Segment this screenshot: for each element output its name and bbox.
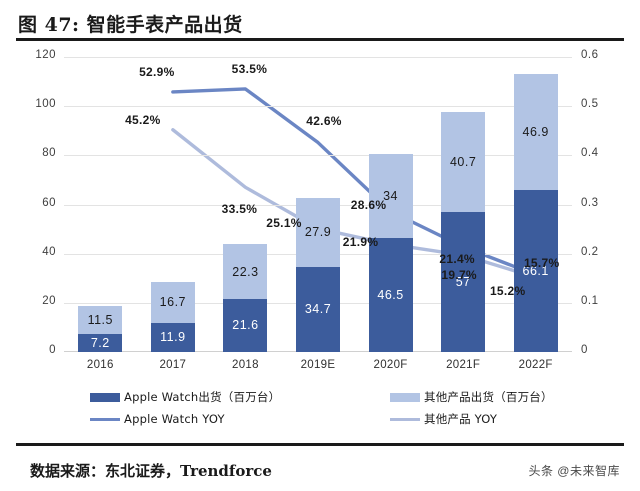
x-axis-tick: 2017 xyxy=(159,359,187,371)
watermark-text: 头条 @未来智库 xyxy=(528,463,620,478)
y-axis-tick-right: 0.3 xyxy=(581,196,599,209)
line-value-label: 25.1% xyxy=(266,215,302,230)
bar-segment[interactable]: 46.5 xyxy=(368,237,413,352)
bar-segment[interactable]: 66.1 xyxy=(513,189,558,352)
y-axis-tick-left: 20 xyxy=(42,294,56,307)
gridline xyxy=(64,155,572,157)
legend-bar-swatch xyxy=(390,392,420,402)
line-value-label: 21.4% xyxy=(439,251,475,266)
bar-value-label: 22.3 xyxy=(232,264,259,279)
title-divider xyxy=(16,38,624,41)
data-source-text: 数据来源：东北证券，Trendforce xyxy=(30,461,272,480)
bar-segment[interactable]: 11.9 xyxy=(150,322,195,352)
bar-value-label: 11.5 xyxy=(87,313,113,328)
bar-value-label: 57 xyxy=(455,274,471,289)
line-value-label: 21.9% xyxy=(342,235,379,250)
gridline xyxy=(64,106,572,108)
legend-item-label: 其他产品出货（百万台） xyxy=(424,390,553,404)
bar-value-label: 46.5 xyxy=(377,287,404,302)
x-axis-tick: 2021F xyxy=(446,359,481,371)
bar-group[interactable]: 16.7 11.9 xyxy=(150,281,195,352)
bar-segment[interactable]: 27.9 xyxy=(296,198,340,267)
line-value-label: 33.5% xyxy=(221,202,258,217)
y-axis-tick-left: 40 xyxy=(42,245,56,258)
gridline xyxy=(64,57,572,58)
line-value-label: 53.5% xyxy=(231,61,268,76)
y-axis-tick-left: 120 xyxy=(35,49,56,61)
bar-segment[interactable]: 22.3 xyxy=(223,244,268,299)
bar-value-label: 40.7 xyxy=(449,154,477,169)
bar-value-label: 46.9 xyxy=(522,124,549,139)
bar-group[interactable]: 34 46.5 xyxy=(368,154,413,352)
bar-segment[interactable]: 34 xyxy=(368,154,413,238)
bar-value-label: 27.9 xyxy=(304,225,332,240)
bar-group[interactable]: 22.3 21.6 xyxy=(223,244,268,352)
line-value-label: 15.2% xyxy=(489,284,526,299)
legend-item[interactable]: Apple Watch YOY xyxy=(90,412,390,426)
line-value-label: 42.6% xyxy=(306,113,342,128)
chart-legend: Apple Watch出货（百万台） 其他产品出货（百万台） Apple Watch… xyxy=(90,386,560,432)
bar-segment[interactable]: 7.2 xyxy=(78,334,123,352)
x-axis-tick: 2019E xyxy=(300,359,336,371)
x-axis-tick: 2018 xyxy=(232,359,259,371)
y-axis-tick-left: 60 xyxy=(42,196,56,209)
bar-segment[interactable]: 40.7 xyxy=(441,111,486,212)
figure-title-row: 图 47: 智能手表产品出货 xyxy=(18,8,622,38)
line-value-label: 15.7% xyxy=(523,255,560,270)
bar-segment[interactable]: 16.7 xyxy=(150,281,195,323)
bar-group[interactable]: 27.9 34.7 xyxy=(296,198,340,352)
legend-item-label: Apple Watch YOY xyxy=(124,412,225,426)
footer-divider xyxy=(16,443,624,446)
y-axis-tick-right: 0.5 xyxy=(581,98,599,111)
bar-segment[interactable]: 57 xyxy=(441,211,486,352)
figure-footer: 数据来源：东北证券，Trendforce 头条 @未来智库 xyxy=(30,455,620,485)
legend-bar-swatch xyxy=(90,392,120,402)
line-value-label: 52.9% xyxy=(139,64,175,79)
bar-segment[interactable]: 34.7 xyxy=(296,266,340,352)
x-axis-tick: 2020F xyxy=(373,359,408,371)
x-axis-tick: 2022F xyxy=(518,359,553,371)
legend-line-swatch xyxy=(90,417,120,421)
legend-item[interactable]: 其他产品 YOY xyxy=(390,411,640,427)
legend-item-label: 其他产品 YOY xyxy=(424,412,498,426)
bar-value-label: 16.7 xyxy=(159,295,187,310)
y-axis-tick-right: 0.2 xyxy=(581,245,599,258)
chart-area: 0 0 20 0.1 40 0.2 60 0.3 80 0.4 100 0.5 120 0.6 2016 20… xyxy=(16,44,624,384)
legend-item[interactable]: 其他产品出货（百万台） xyxy=(390,389,640,405)
line-value-label: 19.7% xyxy=(441,268,477,283)
y-axis-tick-left: 80 xyxy=(42,147,56,160)
bar-value-label: 66.1 xyxy=(522,263,549,278)
y-axis-tick-right: 0.1 xyxy=(581,294,599,307)
x-axis-tick: 2016 xyxy=(86,359,114,371)
y-axis-tick-right: 0.4 xyxy=(581,147,599,160)
bar-value-label: 11.9 xyxy=(160,330,186,345)
legend-line-swatch xyxy=(390,417,420,421)
bar-value-label: 7.2 xyxy=(90,336,110,351)
bar-group[interactable]: 40.7 57 xyxy=(441,111,486,352)
line-value-label: 45.2% xyxy=(125,112,161,127)
y-axis-tick-right: 0.6 xyxy=(581,49,599,61)
bar-value-label: 34.7 xyxy=(304,302,332,317)
legend-item-label: Apple Watch出货（百万台） xyxy=(124,390,281,404)
bar-group[interactable]: 11.5 7.2 xyxy=(78,306,123,352)
bar-group[interactable]: 46.9 66.1 xyxy=(513,74,558,352)
bar-segment[interactable]: 11.5 xyxy=(78,306,123,335)
y-axis-tick-right: 0 xyxy=(581,344,588,356)
page-title: 图 47: 智能手表产品出货 xyxy=(18,13,243,36)
legend-item[interactable]: Apple Watch出货（百万台） xyxy=(90,389,390,405)
plot-area: 0 0 20 0.1 40 0.2 60 0.3 80 0.4 100 0.5 120 0.6 2016 20… xyxy=(35,49,598,371)
y-axis-tick-left: 0 xyxy=(49,344,56,356)
y-axis-tick-left: 100 xyxy=(35,98,56,111)
bar-segment[interactable]: 46.9 xyxy=(513,74,558,190)
bar-value-label: 21.6 xyxy=(232,318,259,333)
bar-segment[interactable]: 21.6 xyxy=(223,298,268,352)
line-value-label: 28.6% xyxy=(350,198,387,213)
bar-value-label: 34 xyxy=(383,188,399,203)
